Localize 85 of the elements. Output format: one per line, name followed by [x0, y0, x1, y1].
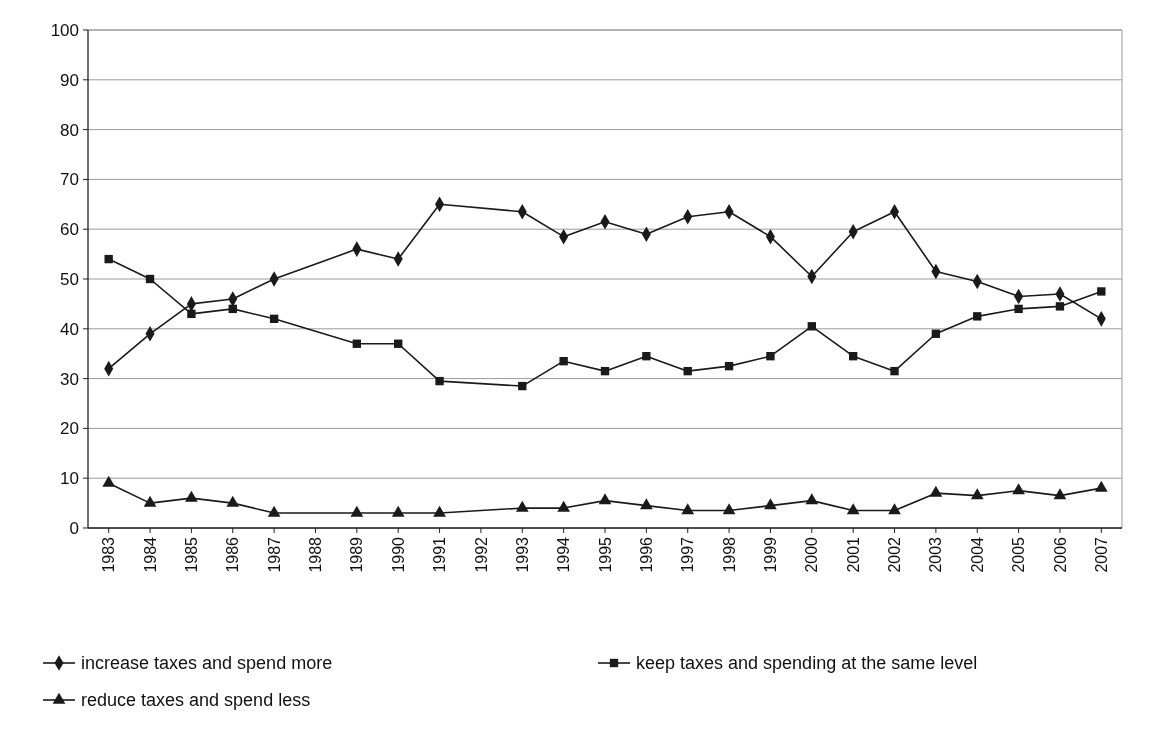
point [970, 488, 984, 500]
point [722, 503, 736, 515]
x-tick-label: 1983 [100, 536, 118, 573]
x-tick-label: 1993 [513, 536, 531, 573]
x-tick-label: 2005 [1010, 536, 1028, 573]
x-tick-label: 1985 [183, 536, 200, 573]
point [185, 490, 198, 502]
x-tick-label: 2004 [968, 536, 986, 573]
point [1014, 304, 1023, 314]
y-tick-label: 20 [60, 419, 79, 439]
point [1012, 483, 1025, 495]
point [888, 503, 901, 515]
point [642, 352, 651, 361]
x-tick-label: 2007 [1092, 536, 1110, 573]
point [433, 505, 446, 517]
x-tick-label: 2000 [803, 536, 821, 573]
x-tick-label: 2003 [927, 536, 945, 573]
point [807, 322, 816, 331]
point [145, 274, 155, 284]
x-tick-label: 2002 [886, 536, 904, 573]
y-tick-label: 10 [60, 469, 79, 489]
y-tick-label: 0 [69, 518, 79, 538]
y-tick-label: 100 [50, 20, 79, 40]
y-tick-label: 90 [60, 70, 79, 90]
point [973, 312, 982, 321]
x-tick-label: 2001 [844, 536, 862, 573]
point [187, 309, 196, 319]
point [394, 339, 403, 348]
point [352, 339, 362, 348]
x-tick-label: 1984 [141, 536, 159, 573]
y-tick-label: 60 [60, 220, 79, 240]
point [683, 366, 692, 376]
point [846, 503, 860, 515]
x-tick-label: 1992 [472, 536, 490, 573]
point [1094, 480, 1108, 492]
point [598, 493, 612, 505]
point [1055, 302, 1065, 311]
x-tick-label: 2006 [1051, 536, 1069, 573]
point [848, 352, 858, 361]
legend-label: reduce taxes and spend less [81, 690, 311, 711]
y-tick-label: 30 [60, 369, 79, 389]
point [350, 505, 364, 517]
x-tick-label: 1988 [307, 536, 325, 573]
point [391, 505, 405, 517]
point [640, 498, 653, 510]
y-tick-label: 50 [60, 269, 79, 289]
x-tick-label: 1987 [265, 536, 283, 573]
x-tick-label: 1996 [637, 536, 655, 573]
x-tick-label: 1989 [348, 536, 366, 573]
point [559, 356, 568, 366]
point [805, 493, 819, 505]
point [226, 495, 240, 507]
point [102, 475, 116, 487]
point [600, 366, 610, 376]
point [931, 329, 941, 338]
x-tick-label: 1995 [596, 536, 614, 573]
point [267, 505, 281, 517]
point [764, 498, 777, 510]
point [681, 503, 695, 515]
point [1097, 287, 1106, 296]
point [929, 485, 943, 497]
point [228, 304, 237, 314]
x-tick-label: 1990 [389, 536, 407, 573]
point [269, 314, 279, 324]
y-tick-label: 40 [60, 319, 79, 339]
point [104, 254, 113, 264]
x-tick-label: 1998 [720, 536, 738, 573]
point [724, 361, 734, 371]
x-tick-label: 1997 [679, 536, 697, 573]
legend-label: keep taxes and spending at the same level [636, 653, 978, 674]
point [890, 366, 899, 376]
x-tick-label: 1994 [555, 536, 573, 573]
x-tick-label: 1986 [224, 536, 242, 573]
y-tick-label: 70 [60, 170, 79, 190]
legend-label: increase taxes and spend more [81, 653, 333, 674]
y-tick-label: 80 [60, 120, 79, 140]
point [1053, 488, 1067, 500]
x-tick-label: 1999 [762, 536, 780, 573]
point [557, 500, 570, 512]
point [515, 500, 529, 512]
point [766, 352, 775, 361]
point [143, 495, 157, 507]
point [518, 381, 527, 391]
x-tick-label: 1991 [431, 536, 449, 573]
point [435, 376, 444, 386]
